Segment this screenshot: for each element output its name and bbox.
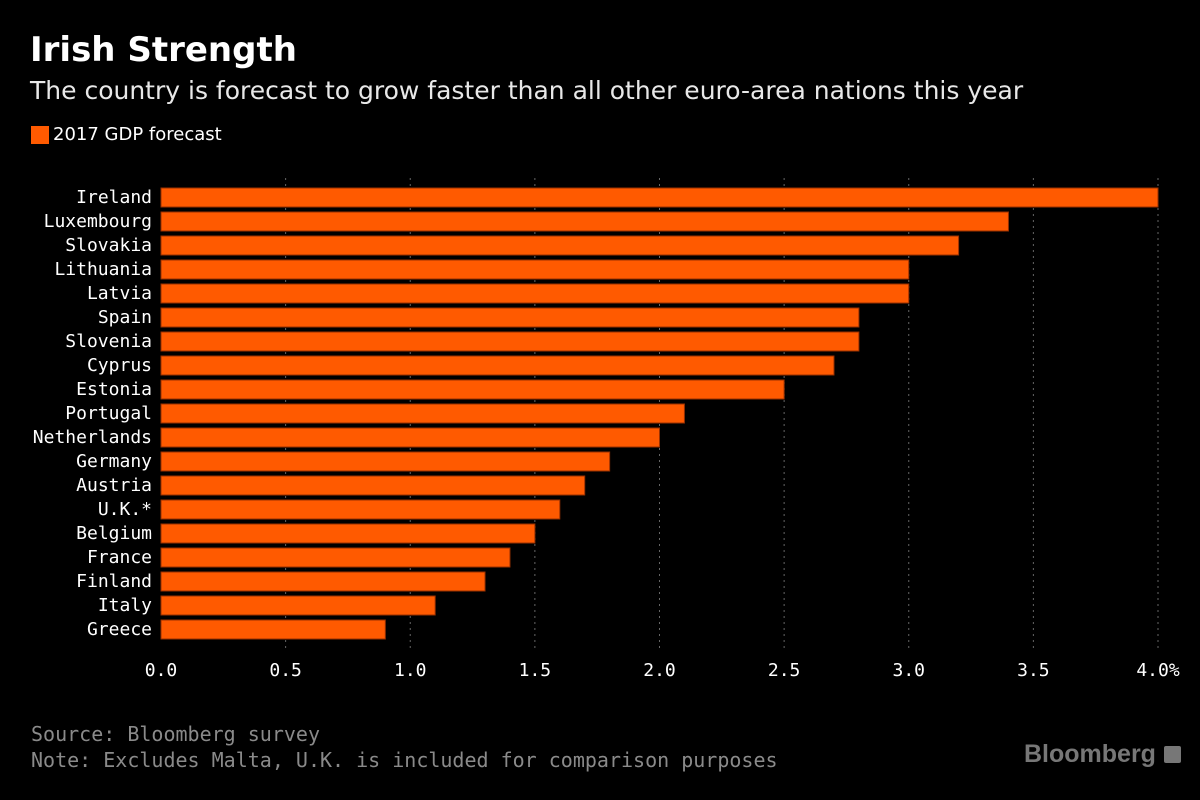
category-label: Belgium [76, 523, 152, 544]
bar [160, 307, 860, 328]
bar [160, 331, 860, 352]
x-tick-label: 3.0 [892, 660, 925, 681]
category-label: Portugal [65, 403, 152, 424]
x-tick-label: 2.5 [768, 660, 801, 681]
bar [160, 283, 910, 304]
legend: 2017 GDP forecast [31, 124, 222, 145]
category-label: Italy [98, 595, 152, 616]
bar [160, 427, 660, 448]
x-tick-label: 0.5 [269, 660, 302, 681]
legend-label: 2017 GDP forecast [53, 124, 222, 145]
chart-bubble-icon [1163, 746, 1181, 763]
x-tick-label: 2.0 [643, 660, 676, 681]
bar [160, 571, 486, 592]
category-label: Luxembourg [44, 211, 152, 232]
bar [160, 259, 910, 280]
bar [160, 235, 960, 256]
category-label: Estonia [76, 379, 152, 400]
note-text: Note: Excludes Malta, U.K. is included f… [31, 748, 778, 772]
bar [160, 355, 835, 376]
category-label: U.K.* [98, 499, 152, 520]
bar [160, 595, 436, 616]
bar [160, 451, 611, 472]
category-label: Greece [87, 619, 152, 640]
x-tick-label: 0.0 [145, 660, 178, 681]
bar [160, 499, 561, 520]
bar [160, 619, 386, 640]
bar [160, 523, 536, 544]
category-label: Spain [98, 307, 152, 328]
x-tick-label: 1.5 [519, 660, 552, 681]
bar [160, 403, 685, 424]
category-label: Latvia [87, 283, 152, 304]
category-label: France [87, 547, 152, 568]
category-label: Lithuania [54, 259, 152, 280]
bar [160, 475, 586, 496]
category-label: Netherlands [33, 427, 152, 448]
brand-text: Bloomberg [1024, 740, 1156, 768]
category-label: Ireland [76, 187, 152, 208]
chart-subtitle: The country is forecast to grow faster t… [30, 76, 1024, 105]
category-label: Cyprus [87, 355, 152, 376]
x-tick-label: 3.5 [1017, 660, 1050, 681]
legend-swatch [31, 125, 49, 144]
source-text: Source: Bloomberg survey [31, 722, 320, 746]
category-label: Germany [76, 451, 152, 472]
category-label: Finland [76, 571, 152, 592]
footer-notes: Source: Bloomberg survey Note: Excludes … [31, 721, 778, 773]
bloomberg-logo: Bloomberg [1024, 740, 1181, 769]
x-tick-label: 4.0% [1136, 660, 1180, 681]
bar [160, 211, 1009, 232]
category-label: Austria [76, 475, 152, 496]
x-tick-label: 1.0 [394, 660, 427, 681]
category-label: Slovakia [65, 235, 152, 256]
chart-title: Irish Strength [30, 30, 297, 70]
bar [160, 379, 785, 400]
bar [160, 547, 511, 568]
bar [160, 187, 1159, 208]
category-label: Slovenia [65, 331, 152, 352]
